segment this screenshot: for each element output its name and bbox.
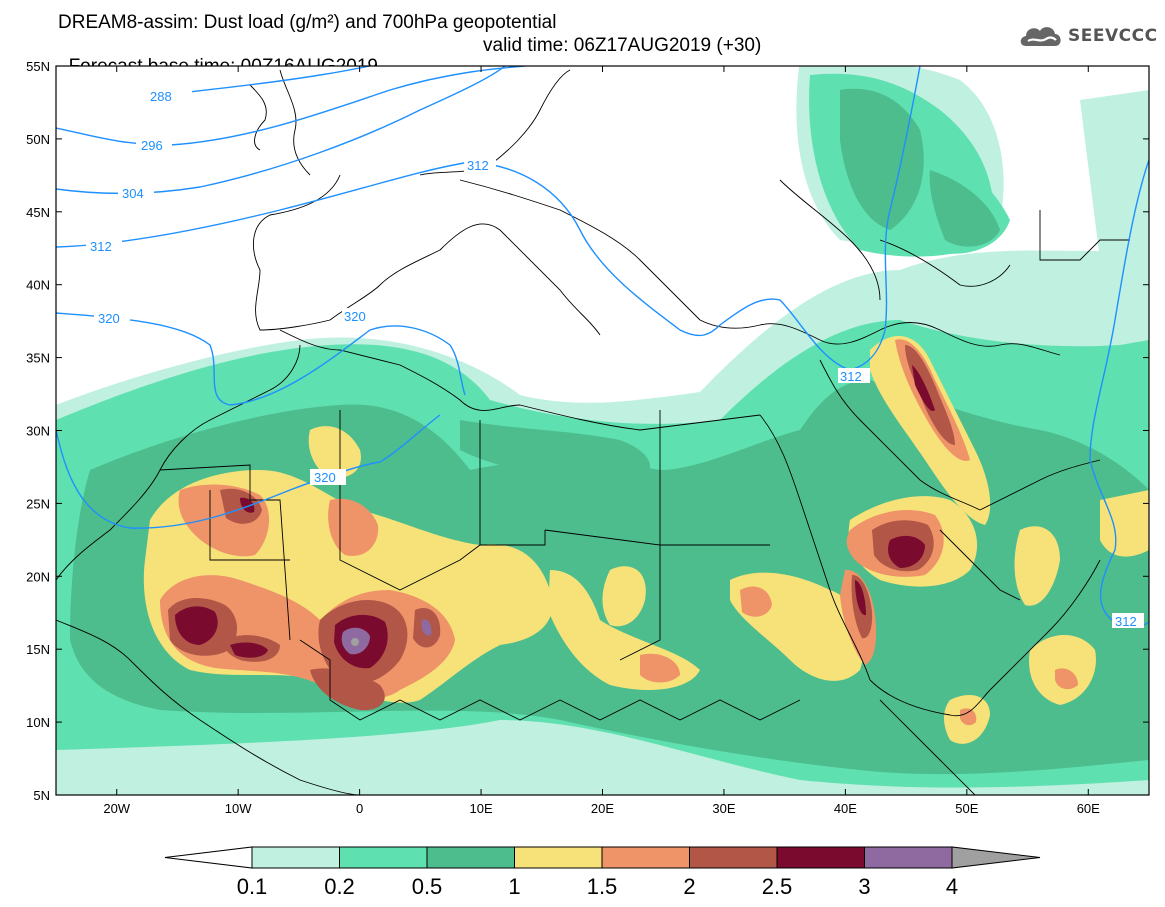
contour-labels: 288 296 304 312 312 320 320 320 312 312 <box>86 89 1144 629</box>
lat-tick-label: 15N <box>26 642 50 657</box>
lon-tick-label: 30E <box>712 801 735 816</box>
lat-tick-label: 25N <box>26 496 50 511</box>
contour-label-288: 288 <box>150 89 172 104</box>
colorbar: 0.1 0.2 0.5 1 1.5 2 2.5 3 4 <box>164 846 1041 899</box>
lat-tick-label: 5N <box>33 788 50 803</box>
lon-tick-label: 10W <box>225 801 252 816</box>
contour-label-312-levant: 312 <box>840 369 862 384</box>
logo-text: SEEVCCC <box>1068 26 1158 46</box>
colorbar-segment <box>776 846 865 869</box>
seevccc-logo: SEEVCCC <box>1018 22 1158 50</box>
coastlines-borders <box>56 69 1130 795</box>
valid-time: valid time: 06Z17AUG2019 (+30) <box>483 35 762 56</box>
colorbar-over-triangle <box>951 846 1041 869</box>
contour-label-304: 304 <box>122 186 144 201</box>
lat-tick-label: 20N <box>26 569 50 584</box>
lat-tick-label: 55N <box>26 59 50 74</box>
cloud-icon <box>1020 27 1061 46</box>
lat-tick-label: 45N <box>26 205 50 220</box>
contour-label-320-sahara: 320 <box>314 470 336 485</box>
latitude-axis: 55N 50N 45N 40N 35N 30N 25N 20N 15N 10N 5N <box>26 59 1149 803</box>
lon-tick-label: 40E <box>834 801 857 816</box>
colorbar-label: 2 <box>683 874 695 899</box>
lon-tick-label: 20E <box>591 801 614 816</box>
contour-label-312-west: 312 <box>90 239 112 254</box>
lat-tick-label: 30N <box>26 424 50 439</box>
lon-tick-label: 50E <box>955 801 978 816</box>
colorbar-segment <box>689 846 778 869</box>
colorbar-label: 0.2 <box>324 874 355 899</box>
contour-label-296: 296 <box>141 138 163 153</box>
colorbar-segment <box>251 846 340 869</box>
colorbar-segment <box>864 846 953 869</box>
lat-tick-label: 10N <box>26 715 50 730</box>
colorbar-label: 0.1 <box>237 874 268 899</box>
lon-tick-label: 0 <box>356 801 363 816</box>
colorbar-label: 1.5 <box>587 874 618 899</box>
contour-label-312-arabian-sea: 312 <box>1115 614 1137 629</box>
contour-label-320-iberia: 320 <box>344 309 366 324</box>
lat-tick-label: 40N <box>26 278 50 293</box>
lat-tick-label: 50N <box>26 132 50 147</box>
dust-level-4 <box>351 638 359 646</box>
colorbar-label: 0.5 <box>412 874 443 899</box>
colorbar-label: 2.5 <box>762 874 793 899</box>
colorbar-segment <box>601 846 690 869</box>
colorbar-label: 1 <box>508 874 520 899</box>
lon-tick-label: 60E <box>1077 801 1100 816</box>
lat-tick-label: 35N <box>26 351 50 366</box>
longitude-axis: 20W 10W 0 10E 20E 30E 40E 50E 60E <box>103 66 1100 816</box>
dust-level-2-5 <box>175 365 935 669</box>
colorbar-label: 3 <box>858 874 870 899</box>
contour-label-320-west: 320 <box>98 311 120 326</box>
lon-tick-label: 10E <box>469 801 492 816</box>
colorbar-segment <box>339 846 428 869</box>
map-title: DREAM8-assim: Dust load (g/m²) and 700hP… <box>58 12 557 33</box>
contour-label-312-alps: 312 <box>467 158 489 173</box>
colorbar-segment <box>426 846 515 869</box>
colorbar-under-triangle <box>164 846 253 869</box>
lon-tick-label: 20W <box>103 801 130 816</box>
colorbar-segment <box>514 846 603 869</box>
colorbar-label: 4 <box>946 874 958 899</box>
